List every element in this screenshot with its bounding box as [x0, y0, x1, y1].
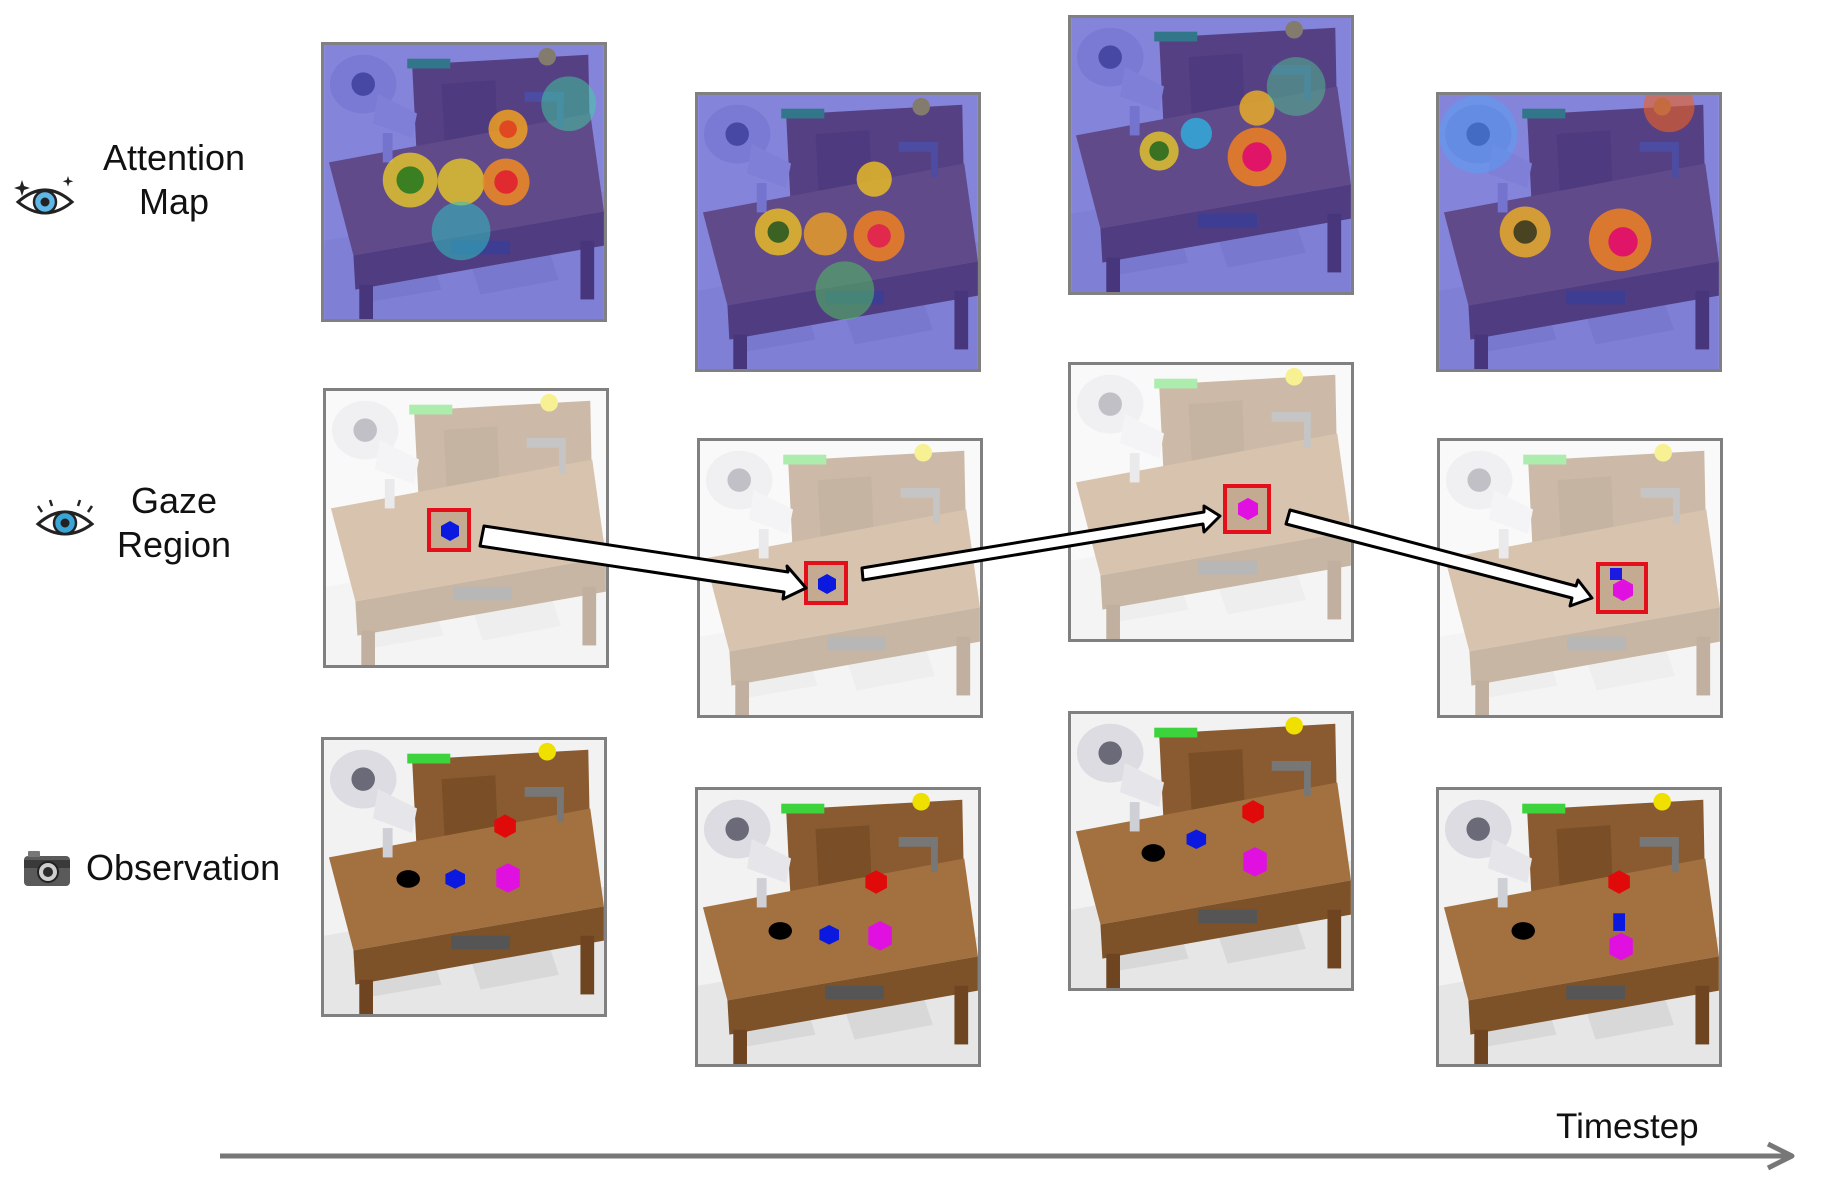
attention-map-panel-t3 [1068, 15, 1354, 295]
observation-panel-t3 [1068, 711, 1354, 991]
row-label-gaze-region: Gaze Region [96, 479, 252, 567]
gaze-box-t3 [1223, 484, 1271, 534]
timestep-axis-label: Timestep [1556, 1107, 1699, 1146]
gaze-region-panel-t3 [1068, 362, 1354, 642]
row-label-attention-map: Attention Map [86, 136, 262, 224]
row-label-attention-line2: Map [138, 181, 210, 222]
eye-icon [35, 499, 95, 536]
attention-map-panel-t2 [695, 92, 981, 372]
camera-icon [24, 851, 70, 886]
row-label-gaze-line1: Gaze [130, 480, 218, 521]
row-label-observation-text: Observation [86, 847, 281, 888]
gaze-box-t2 [804, 561, 848, 605]
observation-panel-t4 [1436, 787, 1722, 1067]
gripper-tip [1610, 568, 1622, 580]
attention-map-panel-t4 [1436, 92, 1722, 372]
sparkle-eye-icon [14, 176, 75, 215]
attention-map-panel-t1 [321, 42, 607, 322]
gaze-region-panel-t4 [1437, 438, 1723, 718]
gaze-box-t1 [427, 508, 471, 552]
row-label-gaze-line2: Region [116, 524, 232, 565]
row-label-attention-line1: Attention [102, 137, 246, 178]
gaze-box-t4 [1596, 562, 1648, 614]
observation-panel-t2 [695, 787, 981, 1067]
row-label-observation: Observation [86, 846, 286, 890]
timestep-axis-arrow [220, 1141, 1795, 1171]
observation-panel-t1 [321, 737, 607, 1017]
